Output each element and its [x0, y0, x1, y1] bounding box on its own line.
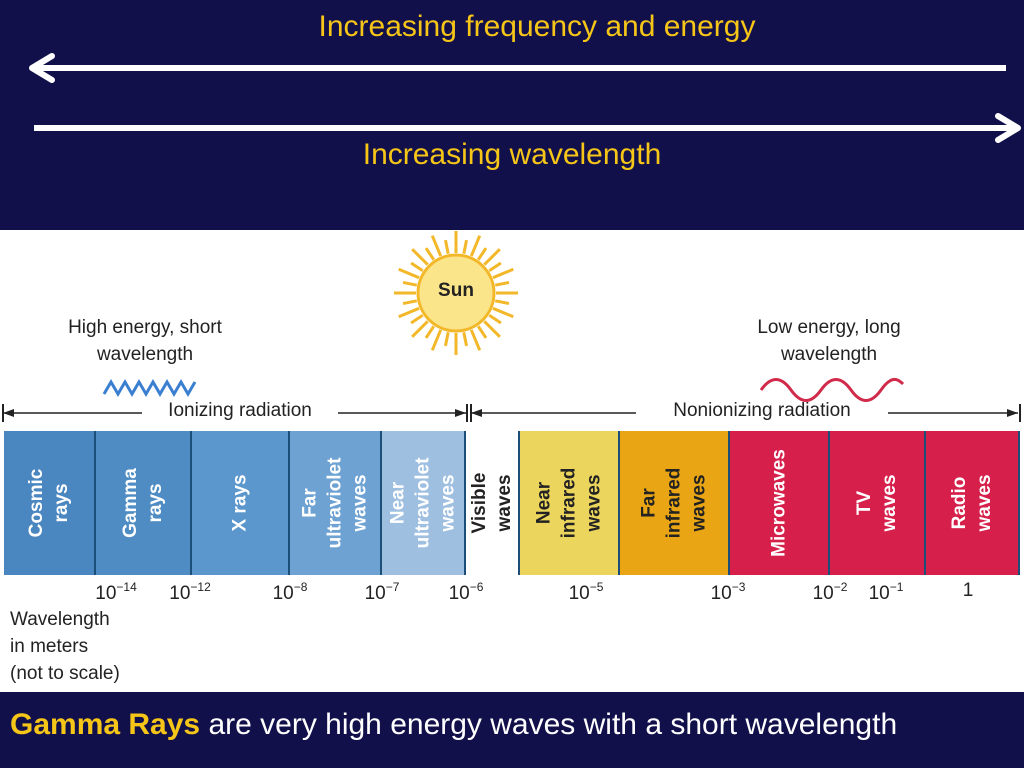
band-visible: Visible waves — [466, 431, 520, 575]
tick-exponent: −2 — [833, 580, 848, 594]
caption-emphasis: Gamma Rays — [10, 708, 201, 741]
header-panel — [0, 0, 1024, 230]
tick-exponent: −12 — [190, 580, 211, 594]
tick-exponent: −3 — [731, 580, 746, 594]
tick-exponent: −1 — [889, 580, 904, 594]
tick-label: 10−8 — [266, 580, 314, 605]
band-radio-waves: Radio waves — [926, 431, 1020, 575]
band-label: Cosmic rays — [26, 468, 72, 538]
band-near-infrared: Near infrared waves — [520, 431, 620, 575]
tick-exponent: −6 — [469, 580, 484, 594]
band-label: X rays — [229, 474, 251, 532]
wavelength-note: Wavelength in meters (not to scale) — [10, 609, 120, 684]
band-label: Near ultraviolet waves — [387, 457, 459, 549]
tick-label: 10−3 — [704, 580, 752, 605]
tick-label: 10−1 — [862, 580, 910, 605]
sun-label: Sun — [438, 280, 474, 301]
tick-base: 10 — [568, 583, 590, 604]
band-label: Near infrared waves — [533, 467, 605, 539]
tick-exponent: −7 — [385, 580, 400, 594]
tick-base: 10 — [364, 583, 386, 604]
tick-base: 10 — [448, 583, 470, 604]
band-far-infrared: Far infrared waves — [620, 431, 730, 575]
tick-base: 10 — [95, 583, 117, 604]
tick-label: 10−14 — [92, 580, 140, 605]
tick-label: 10−12 — [166, 580, 214, 605]
band-x-rays: X rays — [192, 431, 290, 575]
band-microwaves: Microwaves — [730, 431, 830, 575]
caption: Gamma Rays are very high energy waves wi… — [10, 708, 897, 742]
short-wave-icon — [102, 379, 197, 397]
nonionizing-label: Nonionizing radiation — [673, 400, 851, 421]
band-tv-waves: TV waves — [830, 431, 926, 575]
tick-exponent: −14 — [116, 580, 137, 594]
arrow-right-icon — [34, 113, 1021, 143]
tick-base: 10 — [169, 583, 191, 604]
caption-bar — [0, 692, 1024, 768]
band-far-ultraviolet: Far ultraviolet waves — [290, 431, 382, 575]
frequency-energy-label: Increasing frequency and energy — [318, 10, 756, 43]
tick-exponent: −8 — [293, 580, 308, 594]
long-wave-icon — [759, 378, 905, 402]
band-cosmic-rays: Cosmic rays — [4, 431, 96, 575]
band-label: Visible waves — [469, 472, 515, 534]
band-label: Radio waves — [949, 474, 995, 532]
tick-base: 10 — [272, 583, 294, 604]
band-label: Microwaves — [768, 449, 790, 557]
tick-base: 10 — [812, 583, 834, 604]
tick-label: 1 — [944, 580, 992, 602]
arrow-left-icon — [29, 53, 1006, 83]
tick-base: 10 — [710, 583, 732, 604]
low-energy-label: Low energy, long wavelength — [757, 317, 901, 365]
high-energy-label: High energy, short wavelength — [68, 317, 222, 365]
tick-label: 10−6 — [442, 580, 490, 605]
band-label: TV waves — [854, 474, 900, 532]
tick-label: 10−5 — [562, 580, 610, 605]
band-gamma-rays: Gamma rays — [96, 431, 192, 575]
tick-base: 10 — [868, 583, 890, 604]
caption-text: are very high energy waves with a short … — [200, 708, 898, 741]
tick-exponent: −5 — [589, 580, 604, 594]
band-near-ultraviolet: Near ultraviolet waves — [382, 431, 466, 575]
tick-label: 10−7 — [358, 580, 406, 605]
tick-label: 10−2 — [806, 580, 854, 605]
tick-base: 1 — [962, 580, 974, 601]
band-label: Far infrared waves — [638, 467, 710, 539]
sun-icon — [394, 231, 518, 355]
wavelength-label: Increasing wavelength — [362, 138, 662, 171]
band-label: Gamma rays — [120, 468, 166, 538]
radiation-brackets — [2, 404, 1021, 422]
band-label: Far ultraviolet waves — [299, 457, 371, 549]
ionizing-label: Ionizing radiation — [168, 400, 312, 421]
header-arrows — [29, 53, 1021, 143]
